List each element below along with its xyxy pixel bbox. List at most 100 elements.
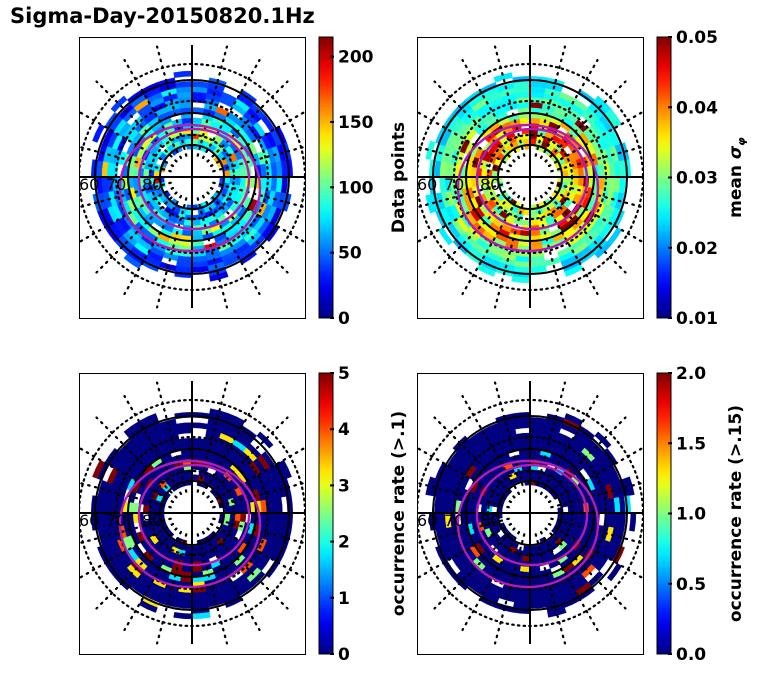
bin [184,91,193,98]
dotted-mlt-spoke [539,194,599,296]
dotted-mlt-spoke [417,181,510,209]
bin [183,422,193,429]
colorbar-tick-label: 0 [338,309,350,329]
bin [598,163,605,172]
bin [529,427,538,434]
colorbar-label: occurrence rate (>.15) [726,405,746,622]
bin [181,117,188,125]
colorbar-tick-label: 0.0 [676,645,706,665]
colorbar-label: occurrence rate (>.1) [389,411,409,616]
colorbar-tick-label: 150 [338,113,374,133]
dotted-mlt-spoke [544,191,627,274]
bin [519,117,526,125]
oval-poleward-boundary [137,463,251,567]
plot-area: 60 70 80 [79,45,305,309]
oval-poleward-boundary [475,127,589,231]
bin [191,256,200,263]
dotted-mlt-spoke [209,110,305,168]
colorbar-tick-label: 2.0 [676,364,706,384]
dotted-mlt-spoke [461,530,521,632]
bin [191,86,201,93]
dotted-mlt-spoke [433,416,516,499]
bin [275,497,283,506]
lat-label-70: 70 [106,511,126,530]
bin [619,176,626,186]
bin [271,512,278,521]
axes-frame [79,373,306,655]
colorbar-tick-label: 2 [338,533,350,553]
bin [276,176,283,186]
dotted-mlt-spoke [155,381,188,493]
bin [627,485,635,496]
bin [191,613,202,620]
dotted-mlt-spoke [461,394,521,496]
colorbar-tick-label: 0.03 [676,169,718,189]
bin [523,545,528,552]
bin [537,601,547,609]
bin [185,474,190,481]
grid-solid [417,45,643,308]
dotted-mlt-spoke [201,194,261,296]
colorbar-tick-label: 4 [338,420,350,440]
bin [146,413,158,422]
dotted-mlt-spoke [79,181,172,209]
colorbar-tick-label: 0.02 [676,239,718,259]
polar-panel-4: 60 70 80 [417,373,644,655]
dotted-mlt-spoke [196,533,229,645]
dotted-mlt-spoke [79,145,172,173]
bin [614,504,621,514]
axes-frame [79,37,306,319]
dotted-mlt-spoke [493,533,526,645]
dotted-mlt-spoke [196,381,229,493]
polar-panel-2: 60 70 80 [417,37,644,319]
data-bins [425,411,637,618]
bin [609,169,616,178]
dotted-mlt-spoke [123,394,183,496]
bin [276,168,283,178]
axes-frame [417,37,644,319]
bin [562,170,569,175]
bin [199,81,209,89]
bin [191,81,201,88]
colorbar-tick-label: 3 [338,476,350,496]
bin [619,168,626,178]
bin [523,138,528,145]
bin [614,512,621,522]
dotted-mlt-spoke [461,58,521,160]
bin [521,422,531,429]
colorbar-tick-label: 1.0 [676,505,706,525]
bin [191,422,201,429]
auroral-oval [456,459,600,589]
dotted-mlt-spoke [493,45,526,157]
dotted-mlt-spoke [212,517,305,545]
bin [178,438,187,445]
bin [618,520,626,530]
bin [521,261,531,268]
dotted-mlt-spoke [123,194,183,296]
colorbar-tick-label: 0 [338,645,350,665]
dotted-mlt-spoke [547,110,643,168]
dotted-mlt-spoke [196,197,229,309]
colorbar-tick-label: 5 [338,364,350,384]
plot-area: 60 70 80 [417,381,643,645]
bin [132,502,140,509]
auroral-oval [118,459,262,589]
bin [425,194,433,205]
bin [532,545,537,552]
colorbar-tick-label: 100 [338,178,374,198]
bin [185,138,190,145]
dotted-mlt-spoke [201,530,261,632]
auroral-oval [118,123,262,253]
dotted-mlt-spoke [539,530,599,632]
bin [199,422,208,430]
grid-solid [79,45,305,308]
dotted-mlt-spoke [206,527,289,610]
bin [609,505,616,514]
bin [263,437,274,449]
bin [606,570,618,582]
bin [427,140,436,152]
oval-equatorward-boundary [456,459,600,589]
bin [519,453,526,461]
lat-label-60: 60 [79,175,99,194]
